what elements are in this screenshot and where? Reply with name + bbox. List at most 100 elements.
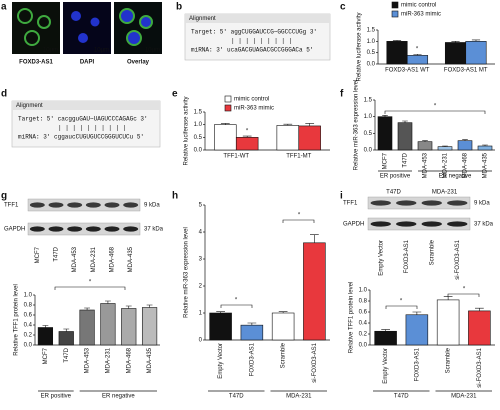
x-tick-label: Scramble	[446, 347, 452, 373]
group-label: MDA-231	[451, 394, 477, 400]
blot-band	[29, 202, 45, 208]
x-tick-label: MDA-435	[147, 347, 153, 373]
blot-band	[67, 226, 83, 232]
micrographs	[12, 2, 162, 54]
scale-bar-label: 10μm	[94, 48, 109, 54]
cell	[139, 15, 153, 29]
image-caption: FOXD3-AS1	[19, 60, 53, 66]
lane-label: MDA-435	[128, 246, 134, 272]
significance-mark: *	[298, 213, 301, 219]
error-bar	[382, 115, 388, 117]
y-tick-label: 1	[199, 311, 203, 317]
significance-bracket	[385, 305, 418, 309]
error-bar	[392, 40, 402, 42]
blot-protein: GAPDH	[343, 222, 364, 228]
y-tick-label: 1.0	[194, 122, 203, 128]
group-label: ER negative	[102, 394, 135, 400]
y-tick-label: 0.0	[359, 343, 368, 349]
y-axis-label: Relative luciferase activity	[357, 12, 363, 81]
lane-label: FOXD3-AS1	[404, 239, 410, 273]
panel-label: a	[1, 2, 7, 13]
y-tick-label: 1.5	[364, 98, 373, 104]
blot-band	[421, 221, 442, 227]
lane-label: T47D	[54, 246, 60, 261]
bar	[235, 137, 259, 151]
panel-label: g	[1, 191, 7, 202]
y-tick-label: 0.4	[359, 321, 368, 327]
alignment-header-text: Alignment	[189, 16, 216, 22]
error-bar	[278, 311, 288, 313]
scale-bar-label: 10μm	[43, 48, 58, 54]
y-tick-label: 3	[199, 257, 203, 263]
error-bar	[482, 144, 488, 146]
y-tick-label: 0.0	[24, 343, 33, 349]
blot-band	[123, 202, 139, 208]
blot-band	[104, 226, 120, 232]
alignment-header-text: Alignment	[16, 103, 43, 109]
error-bar	[84, 307, 90, 310]
blot-band	[48, 226, 64, 232]
image-caption: Overlay	[127, 60, 150, 66]
significance-mark: *	[89, 280, 92, 286]
significance-mark: *	[246, 129, 249, 135]
bar	[141, 307, 158, 346]
x-tick-label: si-FOXD3-AS1	[312, 342, 318, 382]
bar	[405, 314, 429, 346]
group-label: T47D	[394, 394, 409, 400]
legend-label: miR-363 mimic	[234, 106, 274, 112]
x-tick-label: MDA-468	[463, 152, 469, 178]
bar	[468, 310, 491, 346]
blot-strip	[27, 198, 141, 212]
error-bar	[422, 140, 428, 142]
error-bar	[105, 300, 111, 304]
x-tick-label: MDA-453	[423, 152, 429, 178]
bar	[209, 312, 232, 341]
y-tick-label: 1.0	[367, 39, 376, 45]
y-axis-label: Relative TFF1 protein level	[349, 282, 355, 354]
blot-band	[85, 226, 101, 232]
error-bar	[305, 123, 315, 126]
y-tick-label: 0.0	[194, 148, 203, 154]
bar	[457, 140, 473, 151]
y-tick-label: 0.5	[194, 135, 203, 141]
blot-band	[104, 202, 120, 208]
blot-size: 37 kDa	[144, 227, 164, 233]
blot-band	[370, 221, 391, 227]
bar	[417, 141, 433, 151]
blot-band	[396, 221, 417, 227]
lane-label: si-FOXD3-AS1	[455, 239, 461, 279]
y-tick-label: 1.0	[359, 288, 368, 294]
image-overlay	[114, 2, 162, 54]
significance-mark: *	[434, 104, 437, 110]
bar	[303, 242, 326, 341]
error-bar	[471, 39, 481, 42]
target-sequence: Target: 5' cacgguGAU~UAGUCCCAGAGc 3'	[18, 116, 148, 123]
error-bar	[462, 139, 468, 141]
error-bar	[247, 322, 257, 326]
legend-swatch	[224, 104, 232, 112]
error-bar	[412, 311, 422, 315]
significance-mark: *	[463, 287, 466, 293]
bar	[386, 41, 408, 65]
blot-band	[447, 200, 468, 206]
x-tick-label: Empty Vector	[218, 343, 224, 379]
lane-label: Scramble	[429, 239, 435, 265]
legend-swatch	[391, 1, 399, 9]
cell	[17, 8, 33, 24]
y-tick-label: 0.8	[359, 299, 368, 305]
nucleus	[90, 17, 100, 27]
significance-bracket	[220, 304, 253, 308]
x-tick-label: MDA-231	[105, 347, 111, 373]
significance-bracket	[447, 293, 480, 297]
bar	[444, 42, 467, 65]
bar	[436, 299, 460, 346]
x-tick-label: FOXD3-AS1	[249, 342, 255, 376]
legend-label: mimic control	[234, 97, 269, 103]
y-tick-label: 0.4	[24, 323, 33, 329]
blot-band	[48, 202, 64, 208]
y-tick-label: 1.5	[194, 110, 203, 116]
bar	[37, 327, 54, 346]
y-tick-label: 0.2	[359, 332, 368, 338]
panel-label: i	[340, 191, 343, 202]
